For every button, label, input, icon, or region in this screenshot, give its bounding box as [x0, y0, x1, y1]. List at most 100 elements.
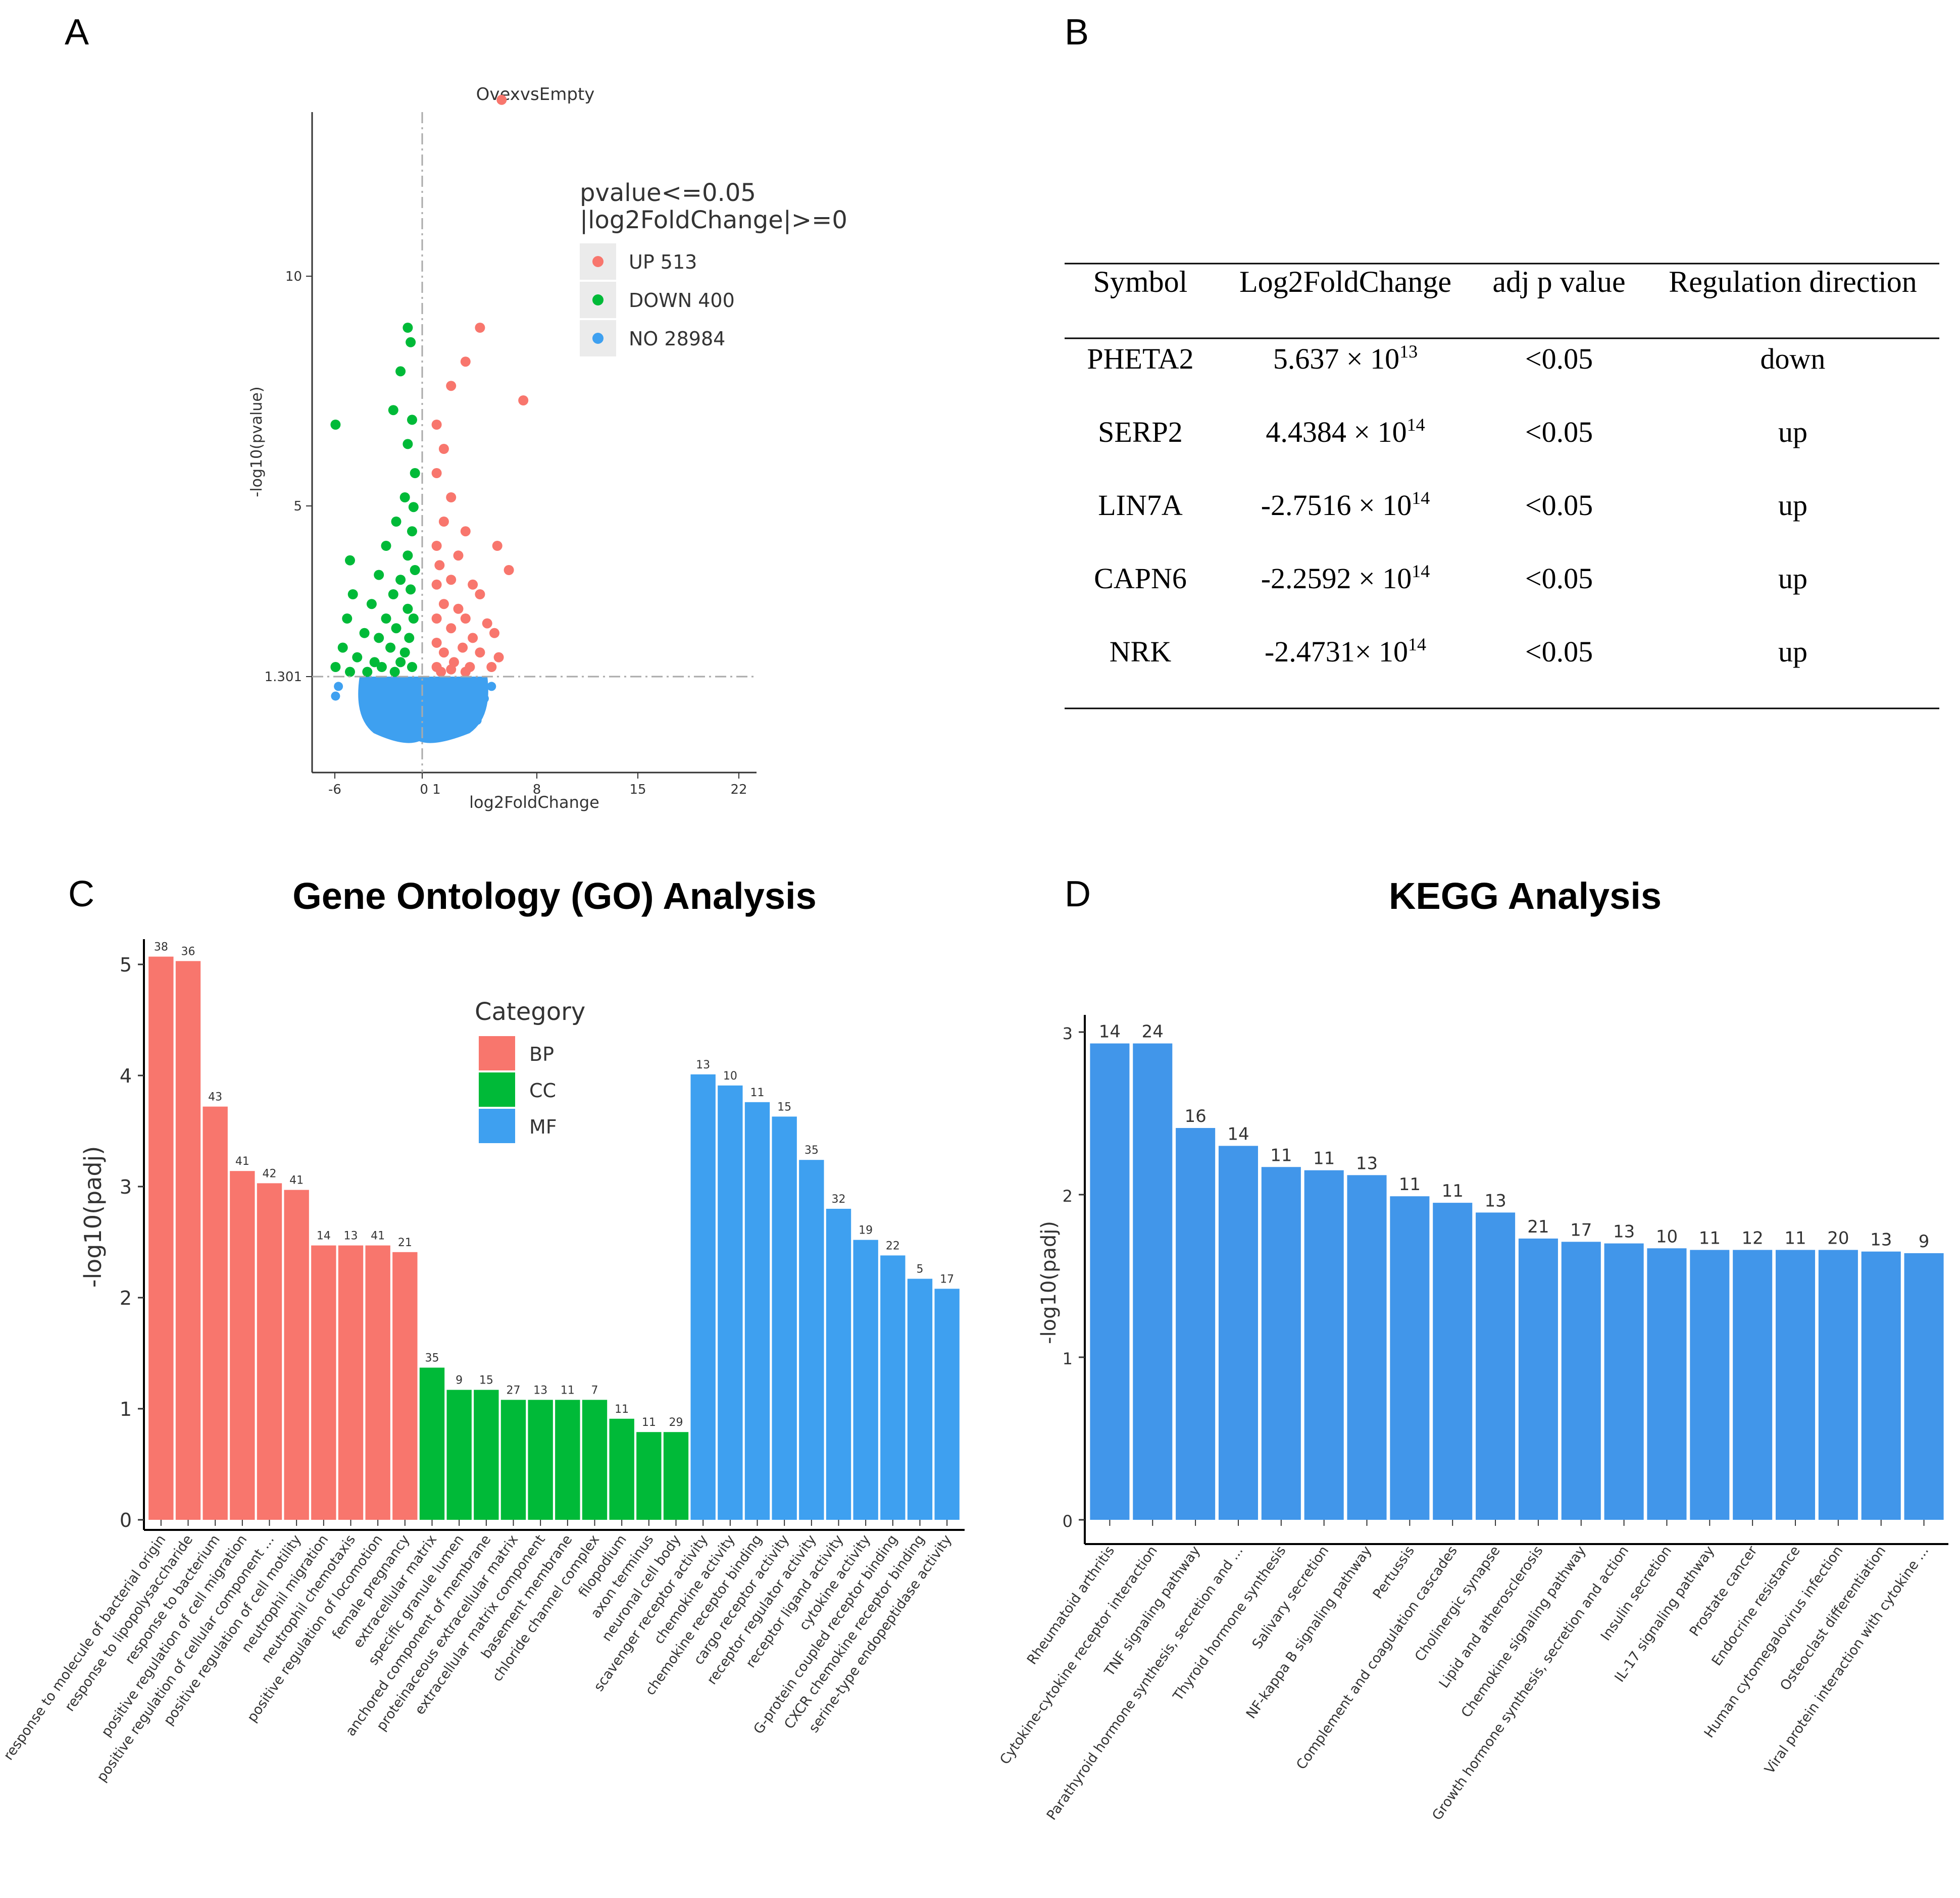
volcano-point-down	[408, 613, 419, 624]
bar	[1133, 1043, 1173, 1520]
bar	[582, 1400, 608, 1520]
bar-value-label: 20	[1827, 1228, 1849, 1248]
panel-label-d: D	[1065, 874, 1091, 914]
volcano-points	[330, 94, 529, 743]
volcano-point-down	[374, 570, 384, 580]
bar-value-label: 22	[886, 1240, 900, 1252]
volcano-point-down	[345, 555, 355, 566]
bar-value-label: 35	[425, 1352, 439, 1365]
volcano-point-up	[446, 664, 457, 675]
volcano-point-down	[352, 652, 363, 662]
bar	[474, 1390, 499, 1520]
bar	[1647, 1248, 1687, 1520]
bar-value-label: 24	[1142, 1022, 1164, 1042]
table-cell-log2fc: 4.4384 × 1014	[1266, 415, 1425, 448]
volcano-point-up	[431, 420, 442, 430]
volcano-point-no	[360, 682, 369, 691]
volcano-point-up	[431, 468, 442, 478]
bar-value-label: 13	[1870, 1230, 1892, 1250]
volcano-point-up	[438, 517, 449, 527]
bar-value-label: 41	[235, 1155, 249, 1168]
y-tick-label: 2	[120, 1287, 132, 1309]
volcano-point-up	[431, 579, 442, 590]
volcano-point-down	[395, 657, 406, 668]
bar-value-label: 17	[940, 1273, 954, 1286]
bar	[1347, 1175, 1387, 1520]
x-tick-label: Parathyroid hormone synthesis, secretion…	[1044, 1543, 1246, 1823]
table-cell-padj: <0.05	[1525, 635, 1593, 668]
volcano-xtick-0-1: 0 1	[420, 782, 440, 797]
volcano-point-down	[408, 502, 419, 512]
table-cell-padj: <0.05	[1525, 489, 1593, 522]
table-cell-direction: up	[1778, 416, 1807, 448]
kegg-ylabel: -log10(padj)	[1037, 1221, 1061, 1344]
volcano-point-up	[460, 356, 471, 367]
bar	[419, 1367, 445, 1520]
table-cell-symbol: LIN7A	[1098, 489, 1183, 522]
go-legend-label-bp: BP	[529, 1043, 554, 1065]
volcano-point-down	[395, 366, 406, 377]
bar-value-label: 29	[669, 1416, 683, 1429]
volcano-xtick-22: 22	[730, 782, 747, 797]
volcano-point-up	[431, 638, 442, 648]
volcano-point-down	[359, 628, 370, 638]
bar-value-label: 42	[263, 1167, 277, 1180]
volcano-point-up	[492, 541, 502, 551]
volcano-plot: OvexvsEmpty 10 5 1.301 -6 0 1 8 15 22 lo…	[248, 84, 847, 812]
go-title: Gene Ontology (GO) Analysis	[292, 875, 817, 917]
bar-value-label: 21	[1527, 1217, 1549, 1237]
bar-value-label: 13	[1356, 1153, 1378, 1173]
bar	[1304, 1170, 1344, 1520]
panel-label-b: B	[1065, 12, 1089, 53]
table-cell-direction: up	[1778, 635, 1807, 668]
bar	[1433, 1203, 1473, 1520]
y-tick-label: 0	[120, 1509, 132, 1531]
volcano-point-down	[342, 613, 353, 624]
bar-value-label: 7	[591, 1384, 598, 1397]
table-cell-symbol: PHETA2	[1087, 342, 1193, 375]
x-tick-label: Cholinergic synapse	[1412, 1543, 1503, 1664]
bar-value-label: 14	[1227, 1124, 1249, 1144]
y-tick-label: 1	[1063, 1349, 1073, 1368]
go-chart: Gene Ontology (GO) Analysis 38 3643414241…	[1, 875, 965, 1785]
volcano-point-no	[487, 682, 496, 691]
go-legend-key-mf	[479, 1109, 515, 1143]
volcano-point-up	[475, 589, 485, 599]
bar	[609, 1418, 634, 1520]
volcano-point-up	[518, 395, 529, 405]
x-tick-label: Pertussis	[1370, 1543, 1418, 1602]
bar	[338, 1245, 364, 1520]
bar	[1818, 1250, 1858, 1520]
bar-value-label: 41	[371, 1230, 385, 1243]
volcano-point-down	[406, 337, 416, 347]
bar-value-label: 11	[1442, 1181, 1464, 1201]
volcano-point-down	[399, 647, 410, 658]
volcano-point-up	[436, 666, 446, 677]
kegg-y-axis: 0 1 2 3	[1063, 1024, 1085, 1531]
table-cell-direction: down	[1761, 342, 1826, 375]
volcano-point-up	[475, 323, 485, 333]
bar	[1690, 1250, 1730, 1520]
volcano-point-up	[486, 662, 497, 672]
bar-value-label: 21	[398, 1237, 412, 1249]
volcano-xtick-15: 15	[629, 782, 646, 797]
bar-value-label: 15	[777, 1101, 791, 1113]
bar	[392, 1252, 418, 1520]
y-tick-label: 4	[120, 1065, 132, 1087]
bar-value-label: 16	[1184, 1106, 1206, 1126]
go-legend-label-cc: CC	[529, 1080, 556, 1102]
bar	[826, 1209, 851, 1520]
volcano-title: OvexvsEmpty	[476, 84, 595, 105]
table-row: SERP2 4.4384 × 1014 <0.05 up	[1098, 415, 1807, 448]
volcano-point-down	[410, 565, 420, 575]
volcano-point-up	[446, 492, 457, 502]
bar	[175, 961, 201, 1520]
volcano-point-no	[449, 701, 459, 710]
bar	[203, 1106, 228, 1520]
table-cell-padj: <0.05	[1525, 416, 1593, 448]
bar-value-label: 13	[1613, 1222, 1635, 1242]
table-rows: PHETA2 5.637 × 1013 <0.05 down SERP2 4.4384 ×…	[1087, 341, 1825, 668]
bar-value-label: 17	[1570, 1220, 1592, 1240]
bar	[1561, 1242, 1601, 1520]
